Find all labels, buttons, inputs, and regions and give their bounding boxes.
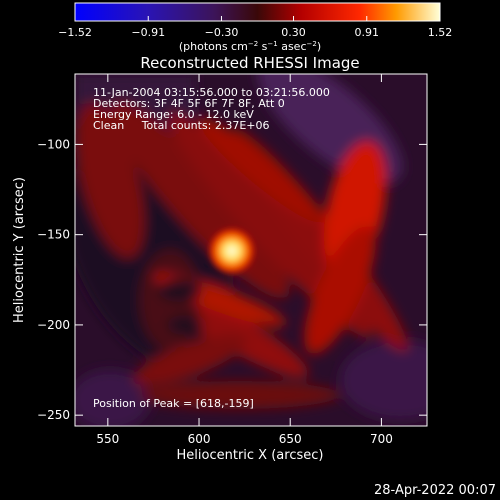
colorbar-tick-label: 0.91 (355, 26, 380, 39)
annotation-time-range: 11-Jan-2004 03:15:56.000 to 03:21:56.000 (93, 86, 330, 99)
colorbar-ticks: −1.52 −0.91 −0.30 0.30 0.91 1.52 (58, 16, 452, 39)
colorbar (75, 3, 440, 21)
y-tick-label: −150 (37, 228, 70, 242)
colorbar-frame (74, 2, 441, 22)
annotation-detectors: Detectors: 3F 4F 5F 6F 7F 8F, Att 0 (93, 97, 285, 110)
colorbar-unit-label: (photons cm−2 s−1 asec−2) (179, 40, 321, 53)
x-axis-ticks: 550 600 650 700 (96, 74, 393, 446)
annotation-peak-position: Position of Peak = [618,-159] (93, 397, 254, 410)
annotation-block: 11-Jan-2004 03:15:56.000 to 03:21:56.000… (93, 86, 330, 410)
timestamp: 28-Apr-2022 00:07 (374, 483, 496, 498)
y-tick-label: −100 (37, 137, 70, 151)
colorbar-tick-label: 0.30 (281, 26, 306, 39)
x-tick-label: 650 (279, 432, 302, 446)
colorbar-tick-label: −0.91 (131, 26, 165, 39)
annotation-clean-counts: Clean Total counts: 2.37E+06 (93, 119, 270, 132)
x-axis-label: Heliocentric X (arcsec) (177, 448, 324, 463)
plot-frame (74, 73, 428, 427)
peak-spot (207, 226, 256, 275)
y-axis-label: Heliocentric Y (arcsec) (12, 177, 27, 323)
y-tick-label: −200 (37, 318, 70, 332)
colorbar-tick-label: 1.52 (428, 26, 453, 39)
y-axis-ticks: −100 −150 −200 −250 (37, 137, 427, 422)
chart-title: Reconstructed RHESSI Image (140, 54, 359, 72)
plot-image (75, 74, 427, 426)
annotation-energy-range: Energy Range: 6.0 - 12.0 keV (93, 108, 254, 121)
x-tick-label: 550 (96, 432, 119, 446)
x-tick-label: 600 (188, 432, 211, 446)
y-tick-label: −250 (37, 408, 70, 422)
x-tick-label: 700 (370, 432, 393, 446)
colorbar-tick-label: −0.30 (205, 26, 239, 39)
colorbar-tick-label: −1.52 (58, 26, 92, 39)
